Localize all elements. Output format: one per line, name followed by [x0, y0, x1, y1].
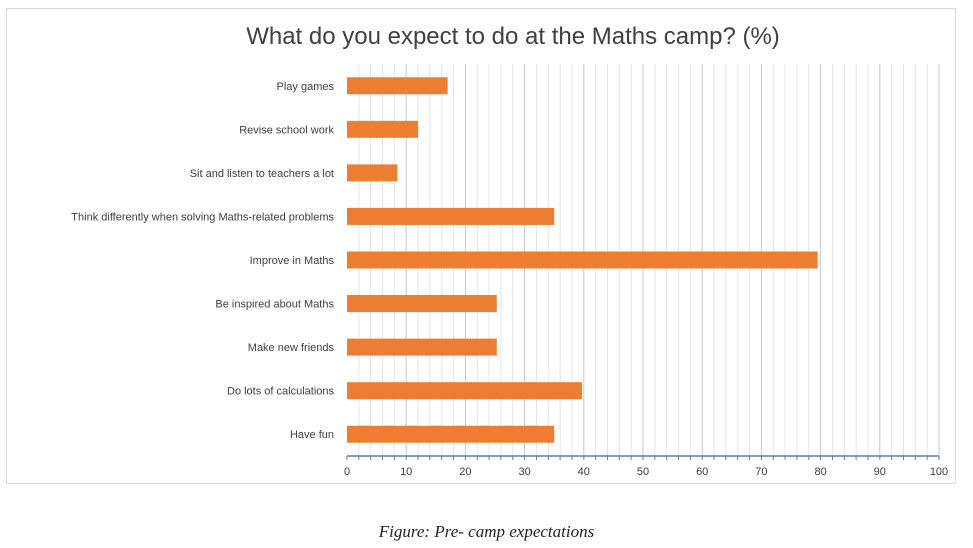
bar	[347, 382, 583, 400]
x-axis: 0 10 20 30 40 50 60 70 80 90 100	[344, 455, 948, 478]
category-label: Sit and listen to teachers a lot	[190, 168, 334, 180]
x-tick-label: 70	[755, 466, 767, 478]
bar	[347, 164, 398, 182]
bar	[347, 120, 419, 138]
category-label: Have fun	[290, 429, 334, 441]
x-tick-label: 30	[518, 466, 530, 478]
bar	[347, 207, 555, 225]
x-tick-label: 60	[696, 466, 708, 478]
figure-caption: Figure: Pre- camp expectations	[378, 522, 595, 541]
x-tick-label: 100	[930, 466, 948, 478]
x-tick-label: 20	[459, 466, 471, 478]
x-tick-label: 90	[874, 466, 886, 478]
x-tick-label: 40	[578, 466, 590, 478]
category-label: Make new friends	[248, 342, 335, 354]
bar	[347, 251, 818, 269]
x-tick-label: 10	[400, 466, 412, 478]
x-tick-label: 80	[814, 466, 826, 478]
category-label: Do lots of calculations	[227, 386, 334, 398]
bar	[347, 338, 497, 356]
category-label: Be inspired about Maths	[215, 299, 334, 311]
category-label: Think differently when solving Maths-rel…	[71, 211, 334, 223]
bar	[347, 77, 448, 95]
category-labels: Play games Revise school work Sit and list…	[71, 81, 334, 441]
chart-title: What do you expect to do at the Maths ca…	[246, 23, 780, 50]
bars	[347, 77, 818, 443]
category-label: Play games	[277, 81, 335, 93]
bar-chart: What do you expect to do at the Maths ca…	[71, 23, 948, 478]
x-tick-label: 0	[344, 466, 350, 478]
bar	[347, 295, 497, 313]
category-label: Improve in Maths	[250, 255, 335, 267]
category-label: Revise school work	[239, 124, 334, 136]
x-tick-label: 50	[637, 466, 649, 478]
chart-frame: What do you expect to do at the Maths ca…	[6, 8, 956, 484]
bar	[347, 425, 555, 443]
